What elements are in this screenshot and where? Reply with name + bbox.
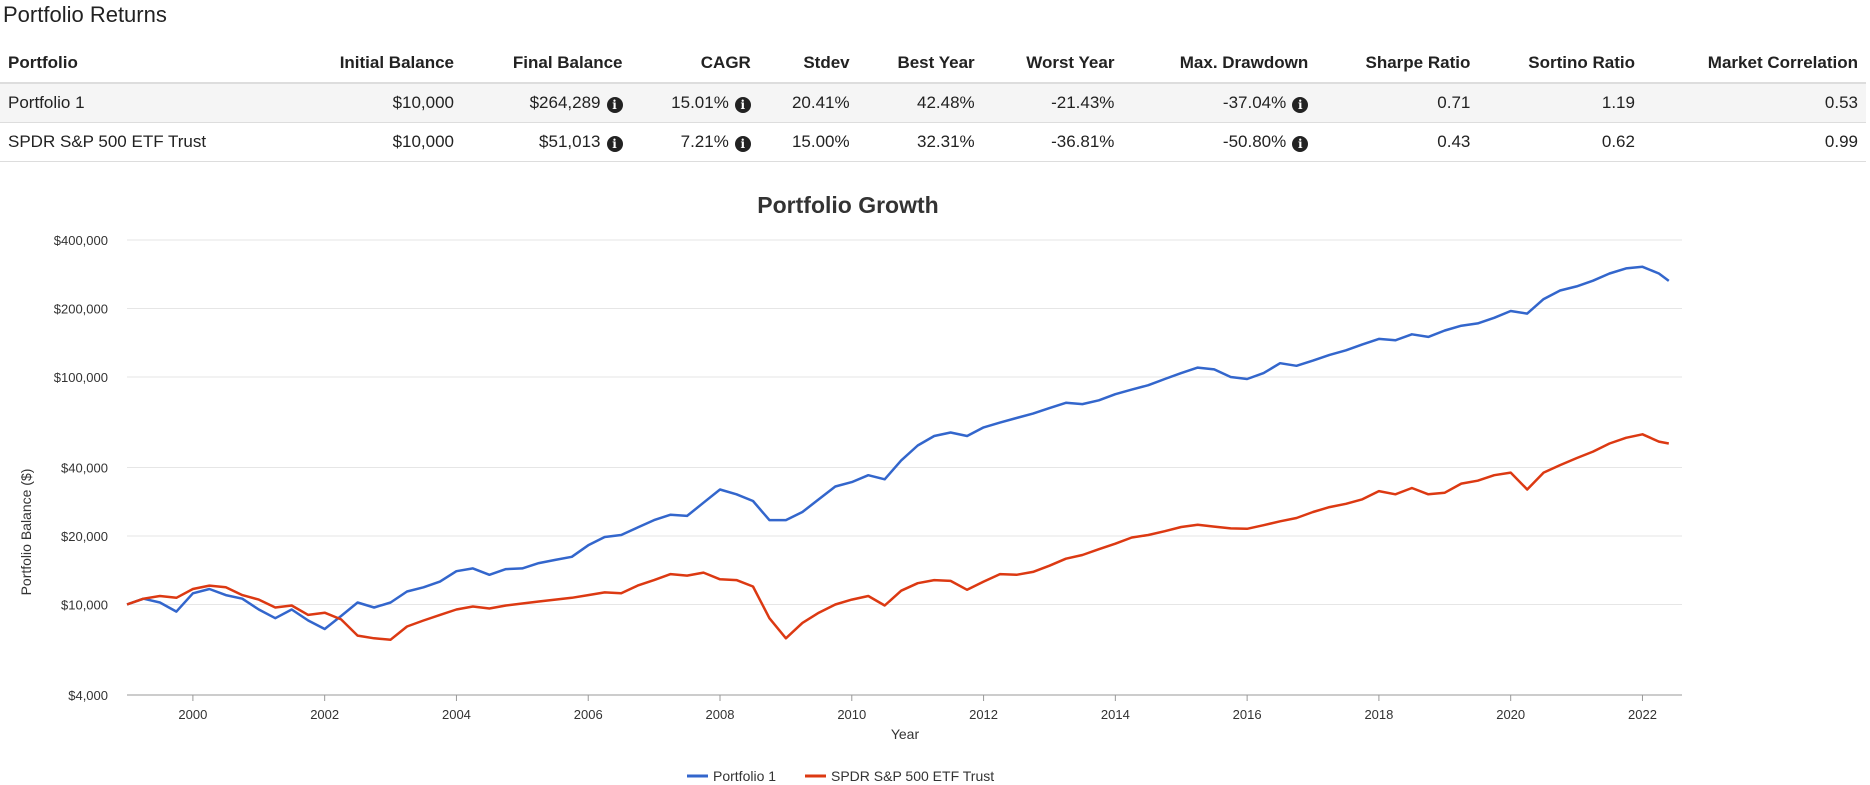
x-axis-label: Year [891, 726, 920, 742]
cell-portfolio-name[interactable]: SPDR S&P 500 ETF Trust [0, 122, 288, 162]
cell-worst-year: -21.43% [982, 83, 1123, 123]
header-cagr: CAGR [630, 44, 759, 84]
x-tick-label: 2002 [310, 707, 339, 722]
info-circle-icon[interactable]: i [1292, 97, 1309, 113]
table-header-row: Portfolio Initial Balance Final Balance … [0, 44, 1866, 84]
cell-best-year: 32.31% [857, 122, 983, 162]
cell-initial-balance: $10,000 [287, 83, 463, 123]
info-circle-icon[interactable]: i [734, 136, 751, 152]
cagr-value: 15.01% [671, 93, 729, 112]
header-best-year: Best Year [857, 44, 983, 84]
series-lines[interactable] [126, 265, 1670, 641]
header-sharpe-ratio: Sharpe Ratio [1316, 44, 1479, 84]
cell-best-year: 42.48% [857, 83, 983, 123]
cell-market-correlation: 0.53 [1642, 83, 1866, 123]
cell-max-drawdown: -37.04% i [1122, 83, 1317, 123]
cagr-value: 7.21% [680, 132, 729, 151]
y-tick-label: $10,000 [61, 597, 108, 612]
x-tick-label: 2020 [1496, 707, 1525, 722]
cell-cagr: 15.01% i [630, 83, 759, 123]
info-circle-icon[interactable]: i [1292, 136, 1309, 152]
header-worst-year: Worst Year [982, 44, 1123, 84]
info-circle-icon[interactable]: i [606, 136, 623, 152]
header-sortino-ratio: Sortino Ratio [1478, 44, 1643, 84]
cell-stdev: 15.00% [758, 122, 858, 162]
final-balance-value: $264,289 [529, 93, 601, 112]
info-circle-icon[interactable]: i [734, 97, 751, 113]
table-row: Portfolio 1 $10,000 $264,289 i 15.01% i 20… [0, 83, 1866, 123]
y-tick-label: $400,000 [54, 233, 108, 248]
series-line-spdr-sp500[interactable] [126, 433, 1670, 641]
cell-sortino-ratio: 1.19 [1478, 83, 1643, 123]
cell-sharpe-ratio: 0.43 [1316, 122, 1479, 162]
header-initial-balance: Initial Balance [287, 44, 463, 84]
cell-portfolio-name[interactable]: Portfolio 1 [0, 83, 288, 123]
max-drawdown-value: -50.80% [1222, 132, 1287, 151]
cell-final-balance: $264,289 i [462, 83, 631, 123]
y-tick-label: $4,000 [68, 688, 108, 703]
max-drawdown-value: -37.04% [1222, 93, 1287, 112]
cell-sharpe-ratio: 0.71 [1316, 83, 1479, 123]
x-tick-label: 2000 [178, 707, 207, 722]
cell-worst-year: -36.81% [982, 122, 1123, 162]
portfolio-returns-table: Portfolio Initial Balance Final Balance … [0, 44, 1866, 162]
x-tick-label: 2006 [574, 707, 603, 722]
cell-market-correlation: 0.99 [1642, 122, 1866, 162]
header-stdev: Stdev [758, 44, 858, 84]
x-tick-label: 2016 [1233, 707, 1262, 722]
x-tick-label: 2014 [1101, 707, 1130, 722]
series-line-portfolio-1[interactable] [126, 265, 1670, 631]
y-tick-label: $200,000 [54, 301, 108, 316]
y-axis-ticks: $4,000 $10,000 $20,000 $40,000 $100,000 $200,… [54, 233, 108, 703]
x-axis-ticks: 2000 2002 2004 2006 2008 2010 2012 2014 2016 2018… [178, 695, 1657, 722]
gridlines [127, 239, 1682, 696]
cell-initial-balance: $10,000 [287, 122, 463, 162]
header-max-drawdown: Max. Drawdown [1122, 44, 1317, 84]
header-portfolio: Portfolio [0, 44, 288, 84]
x-tick-label: 2022 [1628, 707, 1657, 722]
legend-label-portfolio-1[interactable]: Portfolio 1 [713, 768, 776, 784]
final-balance-value: $51,013 [539, 132, 601, 151]
y-tick-label: $40,000 [61, 461, 108, 476]
cell-final-balance: $51,013 i [462, 122, 631, 162]
y-axis-label: Portfolio Balance ($) [18, 469, 34, 596]
legend[interactable]: Portfolio 1 SPDR S&P 500 ETF Trust [687, 768, 994, 784]
cell-max-drawdown: -50.80% i [1122, 122, 1317, 162]
legend-label-spdr-sp500[interactable]: SPDR S&P 500 ETF Trust [831, 768, 994, 784]
cell-cagr: 7.21% i [630, 122, 759, 162]
x-tick-label: 2018 [1364, 707, 1393, 722]
x-tick-label: 2008 [706, 707, 735, 722]
y-tick-label: $20,000 [61, 529, 108, 544]
cell-stdev: 20.41% [758, 83, 858, 123]
x-tick-label: 2004 [442, 707, 471, 722]
cell-sortino-ratio: 0.62 [1478, 122, 1643, 162]
section-title: Portfolio Returns [3, 2, 167, 27]
info-circle-icon[interactable]: i [606, 97, 623, 113]
x-tick-label: 2012 [969, 707, 998, 722]
table-row: SPDR S&P 500 ETF Trust $10,000 $51,013 i … [0, 122, 1866, 162]
x-tick-label: 2010 [837, 707, 866, 722]
header-market-correlation: Market Correlation [1642, 44, 1866, 84]
chart-title: Portfolio Growth [757, 192, 938, 218]
portfolio-growth-chart[interactable]: Portfolio Growth $4,000 $10,000 $20,000 $40… [0, 180, 1870, 785]
y-tick-label: $100,000 [54, 370, 108, 385]
header-final-balance: Final Balance [462, 44, 631, 84]
